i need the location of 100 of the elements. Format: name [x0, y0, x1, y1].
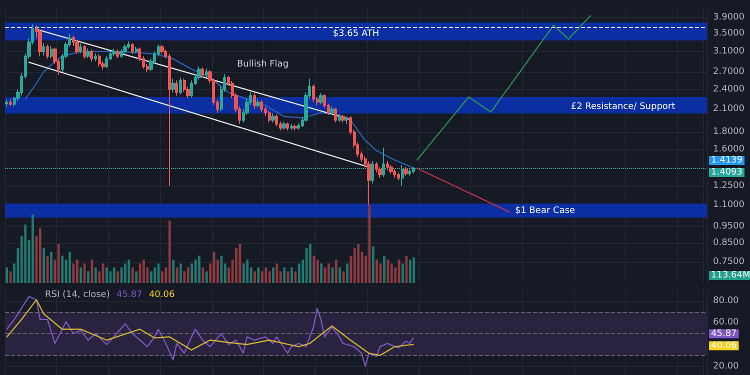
y-tick-label: 20.00	[713, 361, 740, 372]
candlestick	[312, 84, 315, 103]
bar	[50, 252, 52, 283]
bar	[405, 256, 408, 283]
bar	[324, 267, 326, 283]
bar	[398, 260, 400, 283]
bar	[87, 271, 90, 283]
bar	[106, 267, 108, 283]
bar	[402, 264, 404, 283]
bar	[131, 267, 134, 283]
candlestick	[171, 78, 175, 93]
candlestick	[42, 42, 45, 56]
candlestick	[341, 114, 345, 123]
text: 40.06	[711, 340, 737, 351]
bar	[83, 264, 86, 283]
bar	[172, 260, 175, 283]
ref-line-label: 1.4093	[711, 168, 742, 178]
bar	[376, 260, 378, 283]
y-tick-label: 3.9000	[713, 12, 745, 22]
candlestick	[275, 114, 278, 127]
bar	[202, 267, 204, 283]
candlestick	[86, 48, 90, 59]
bar	[268, 271, 271, 283]
candlestick	[94, 52, 97, 62]
candlestick	[116, 49, 119, 59]
bar	[42, 248, 46, 283]
bar	[235, 248, 238, 283]
bar	[72, 264, 75, 283]
bar	[68, 252, 71, 283]
bar	[283, 267, 286, 283]
candlestick	[345, 116, 348, 125]
bar	[338, 267, 342, 283]
candlestick	[175, 80, 178, 96]
bar	[102, 264, 104, 283]
bar	[346, 264, 348, 283]
bar	[276, 264, 278, 283]
bar	[94, 267, 97, 283]
bar	[372, 246, 374, 283]
bar	[24, 224, 27, 283]
candlestick	[330, 106, 334, 116]
bar	[272, 267, 274, 283]
bar	[286, 271, 290, 283]
bar	[142, 260, 145, 283]
bar	[205, 271, 208, 283]
bar	[328, 264, 330, 283]
annotation: 45.87	[116, 290, 142, 300]
candlestick	[127, 40, 130, 50]
bar	[238, 244, 242, 283]
bar	[220, 256, 223, 283]
bar	[157, 264, 160, 283]
candlestick	[334, 107, 337, 123]
bar	[6, 267, 8, 283]
bar	[183, 271, 186, 283]
bar	[124, 264, 126, 283]
bar	[331, 267, 334, 283]
candlestick	[253, 92, 256, 110]
candlestick	[160, 44, 164, 54]
candlestick	[371, 160, 374, 184]
bar	[390, 264, 393, 283]
y-tick-label: 1.6000	[713, 144, 745, 154]
bar	[138, 264, 142, 283]
bar	[80, 267, 82, 283]
bar	[383, 256, 386, 283]
bar	[90, 260, 94, 283]
band-label: $3.65 ATH	[332, 28, 380, 39]
line-series	[6, 299, 414, 356]
bar	[150, 271, 152, 283]
annotation: 40.06	[148, 290, 175, 300]
candlestick	[260, 100, 263, 113]
y-tick-label: 0.7500	[713, 256, 745, 267]
candlestick	[319, 92, 323, 105]
candlestick	[179, 77, 182, 95]
bar	[298, 264, 300, 283]
bar	[334, 260, 338, 283]
candlestick	[404, 166, 408, 176]
bar	[190, 264, 194, 283]
bar	[379, 264, 382, 283]
candlestick	[90, 49, 93, 62]
candlestick	[131, 42, 134, 54]
bar	[312, 256, 316, 283]
candlestick	[83, 44, 86, 60]
candlestick	[286, 122, 289, 131]
y-tick-label: 60.00	[713, 318, 740, 328]
candlestick	[293, 124, 297, 131]
bar	[257, 267, 260, 283]
candlestick	[201, 67, 204, 78]
bar	[290, 267, 293, 283]
annotation: Bullish Flag	[237, 60, 289, 70]
candlestick	[75, 39, 79, 54]
candlestick	[135, 46, 138, 54]
candlestick	[271, 112, 275, 123]
candlestick	[105, 56, 108, 69]
bar	[176, 267, 178, 283]
candlestick	[290, 124, 293, 130]
candlestick	[112, 48, 116, 57]
y-tick-label: 0.9500	[713, 222, 745, 232]
y-tick-label: 1.1000	[713, 200, 745, 210]
y-tick-label: 2.7000	[713, 66, 745, 77]
candlestick	[79, 43, 82, 54]
candlestick	[282, 121, 286, 130]
